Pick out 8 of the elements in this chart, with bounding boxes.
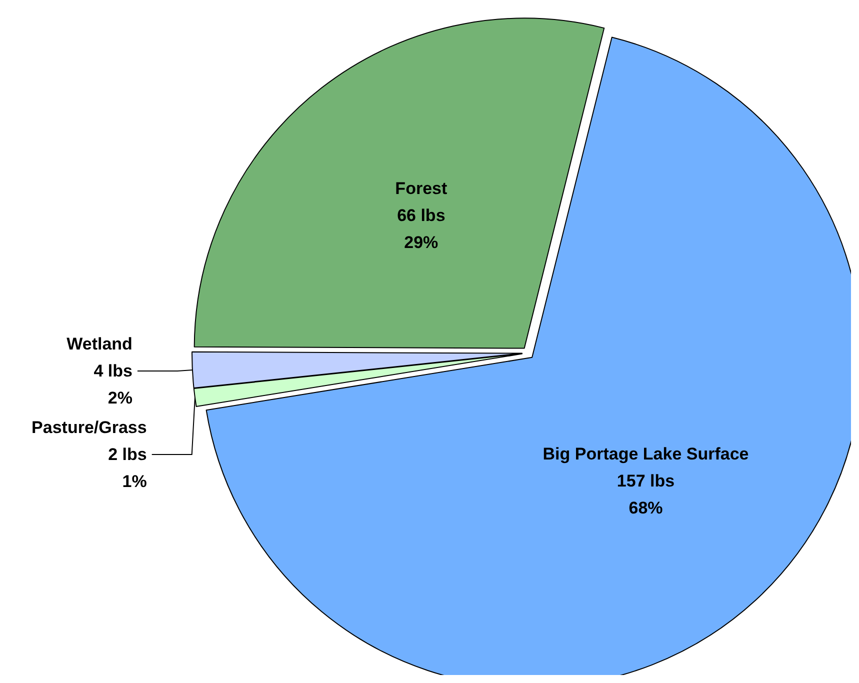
data-label: 2 lbs 1% xyxy=(108,445,147,491)
data-label: 4 lbs 2% xyxy=(94,362,132,408)
data-label: 66 lbs 29% xyxy=(397,206,446,252)
slice-label: Forest xyxy=(395,179,448,198)
data-label: 157 lbs 68% xyxy=(616,472,675,518)
slice-label: Wetland xyxy=(66,334,132,354)
slice-label: Pasture/Grass xyxy=(32,418,147,437)
slice-label: Big Portage Lake Surface xyxy=(542,444,749,464)
